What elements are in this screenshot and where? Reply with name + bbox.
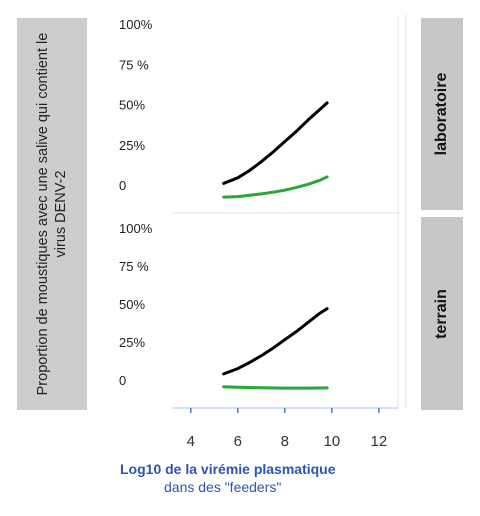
y-tick-label: 25% — [119, 138, 145, 153]
y-tick-label: 0 — [119, 373, 126, 388]
facet-strip-laboratoire: laboratoire — [421, 18, 463, 210]
y-tick-label: 25% — [119, 335, 145, 350]
y-tick-label: 75 % — [119, 259, 149, 274]
series-line-black — [222, 101, 329, 185]
series-line-green — [222, 175, 329, 199]
y-tick-label: 100% — [119, 17, 153, 32]
y-tick-label: 75 % — [119, 57, 149, 72]
x-tick-label: 8 — [281, 433, 289, 450]
y-tick-label: 0 — [119, 178, 126, 193]
x-tick-label: 12 — [371, 433, 388, 450]
series-line-black — [222, 307, 329, 376]
y-tick-label: 50% — [119, 98, 145, 113]
y-tick-label: 100% — [119, 221, 153, 236]
x-axis-title-line1: Log10 de la virémie plasmatique — [120, 461, 336, 477]
x-tick-label: 6 — [234, 433, 242, 450]
x-axis-title-line2: dans des "feeders" — [164, 479, 282, 495]
series-line-green — [222, 385, 329, 390]
facet-strip-terrain: terrain — [421, 217, 463, 410]
x-tick-label: 10 — [323, 433, 340, 450]
y-tick-label: 50% — [119, 297, 145, 312]
y-axis-label-box: Proportion de moustiques avec une salive… — [17, 18, 87, 410]
x-axis-title: Log10 de la virémie plasmatique dans des… — [120, 460, 450, 496]
x-tick-label: 4 — [187, 433, 195, 450]
